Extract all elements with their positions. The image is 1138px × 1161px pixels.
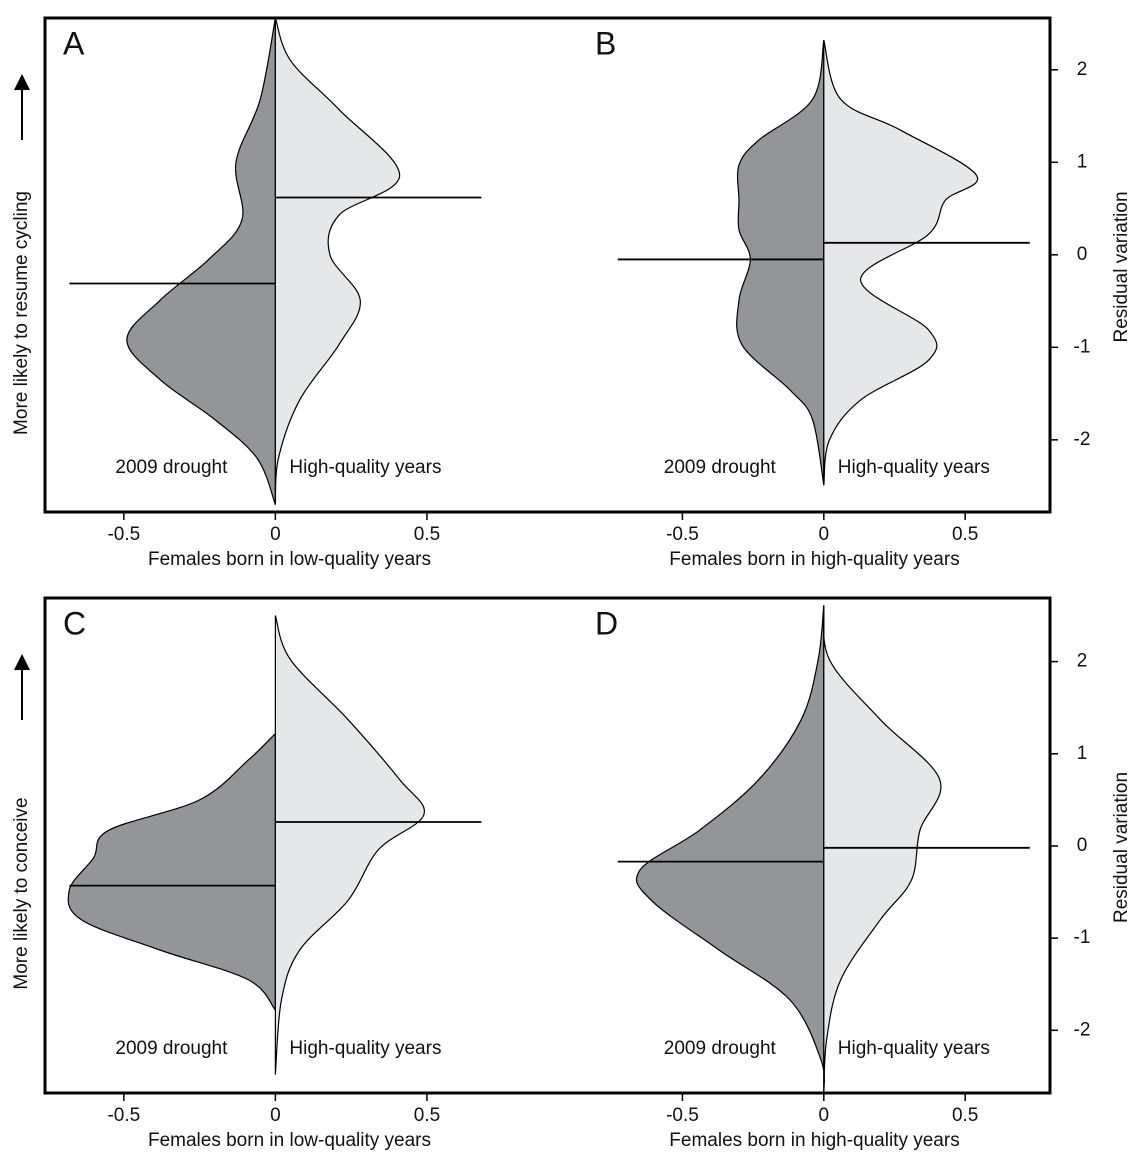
violin-half [736, 40, 825, 486]
violin-half [823, 40, 979, 486]
group-label: 2009 drought [115, 457, 228, 478]
x-tick-label: 0 [270, 1105, 281, 1126]
y-tick-label: 1 [1077, 743, 1088, 764]
panel-letter: B [595, 25, 616, 61]
group-label: 2009 drought [664, 457, 777, 478]
x-axis-label: Females born in high-quality years [669, 549, 959, 570]
y-tick-label: 2 [1077, 651, 1088, 672]
y-tick-label: -1 [1074, 336, 1091, 357]
panel-frame [43, 16, 1052, 514]
violin-half [822, 605, 942, 1094]
y-axis-label: More likely to resume cycling [11, 191, 32, 435]
group-label: 2009 drought [664, 1038, 777, 1059]
y-tick-label: 1 [1077, 151, 1088, 172]
x-tick-label: -0.5 [666, 524, 699, 545]
x-tick-label: 0 [819, 1105, 830, 1126]
y-tick-label: 0 [1077, 835, 1088, 856]
group-label: High-quality years [838, 457, 990, 478]
x-axis-label: Females born in low-quality years [148, 1130, 431, 1151]
violin-half [635, 605, 825, 1094]
x-tick-label: 0.5 [414, 1105, 440, 1126]
y-tick-label: 0 [1077, 244, 1088, 265]
y-tick-label: -2 [1074, 429, 1091, 450]
violin-half [67, 732, 276, 1012]
violin-half [274, 615, 425, 1075]
x-tick-label: -0.5 [107, 1105, 140, 1126]
x-tick-label: 0.5 [952, 1105, 978, 1126]
panel-letter: D [595, 605, 618, 641]
y-axis-label: Residual variation [1111, 772, 1132, 923]
x-axis-label: Females born in low-quality years [148, 549, 431, 570]
y-axis-label: Residual variation [1111, 191, 1132, 342]
panel-letter: C [63, 605, 86, 641]
x-tick-label: -0.5 [666, 1105, 699, 1126]
x-tick-label: 0 [270, 524, 281, 545]
y-tick-label: -1 [1074, 927, 1091, 948]
group-label: High-quality years [838, 1038, 990, 1059]
y-axis-label: More likely to conceive [11, 797, 32, 989]
group-label: High-quality years [289, 1038, 441, 1059]
violin-half [274, 17, 401, 505]
y-tick-label: 2 [1077, 59, 1088, 80]
violin-half [126, 17, 276, 505]
x-tick-label: 0 [819, 524, 830, 545]
x-axis-label: Females born in high-quality years [669, 1130, 959, 1151]
y-tick-label: -2 [1074, 1019, 1091, 1040]
x-tick-label: -0.5 [107, 524, 140, 545]
x-tick-label: 0.5 [414, 524, 440, 545]
group-label: High-quality years [289, 457, 441, 478]
group-label: 2009 drought [115, 1038, 228, 1059]
panel-letter: A [63, 25, 85, 61]
x-tick-label: 0.5 [952, 524, 978, 545]
